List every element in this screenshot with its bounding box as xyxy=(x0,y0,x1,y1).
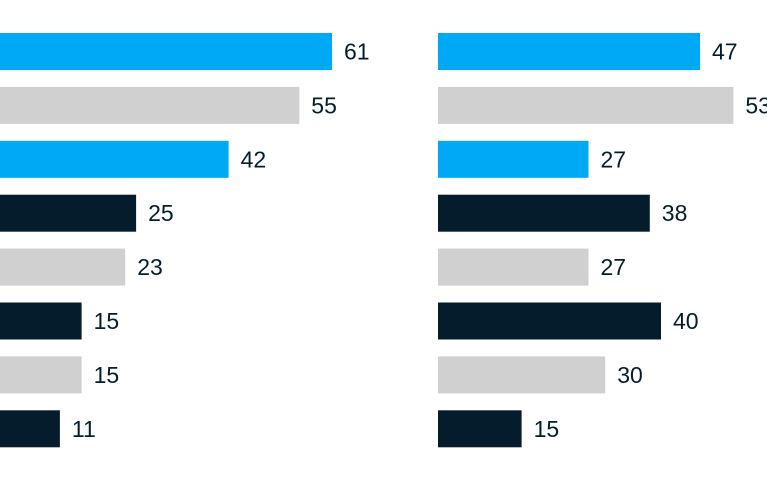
data-label-right-5: 27 xyxy=(601,254,627,280)
bar-right-3 xyxy=(438,140,589,178)
bar-right-4 xyxy=(438,194,650,232)
data-label-right-2: 53 xyxy=(745,92,767,118)
left-bar-panel: 61 55 42 25 23 15 15 11 xyxy=(0,33,370,448)
bar-left-6 xyxy=(0,302,82,340)
bar-right-2 xyxy=(438,86,734,124)
data-label-left-8: 11 xyxy=(72,416,96,442)
bar-left-8 xyxy=(0,410,60,448)
data-label-left-6: 15 xyxy=(94,308,120,334)
bar-left-5 xyxy=(0,248,126,286)
data-label-left-4: 25 xyxy=(148,200,174,226)
bar-left-1 xyxy=(0,33,332,70)
bar-left-2 xyxy=(0,86,300,124)
bar-left-4 xyxy=(0,194,137,232)
data-label-right-4: 38 xyxy=(662,200,688,226)
data-label-right-6: 40 xyxy=(673,308,699,334)
bar-right-7 xyxy=(438,356,606,394)
right-bar-panel: 47 53 27 38 27 40 30 15 xyxy=(438,33,767,448)
data-label-right-8: 15 xyxy=(534,416,560,442)
data-label-left-7: 15 xyxy=(94,362,120,388)
data-label-left-5: 23 xyxy=(137,254,163,280)
data-label-left-1: 61 xyxy=(344,39,370,65)
bar-left-7 xyxy=(0,356,82,394)
bar-right-6 xyxy=(438,302,661,340)
bar-left-3 xyxy=(0,140,229,178)
data-label-right-1: 47 xyxy=(712,39,738,65)
data-label-left-3: 42 xyxy=(241,146,267,172)
bar-right-8 xyxy=(438,410,522,448)
data-label-right-7: 30 xyxy=(617,362,643,388)
bar-right-5 xyxy=(438,248,589,286)
data-label-left-2: 55 xyxy=(311,92,337,118)
bar-right-1 xyxy=(438,33,700,70)
data-label-right-3: 27 xyxy=(601,146,627,172)
